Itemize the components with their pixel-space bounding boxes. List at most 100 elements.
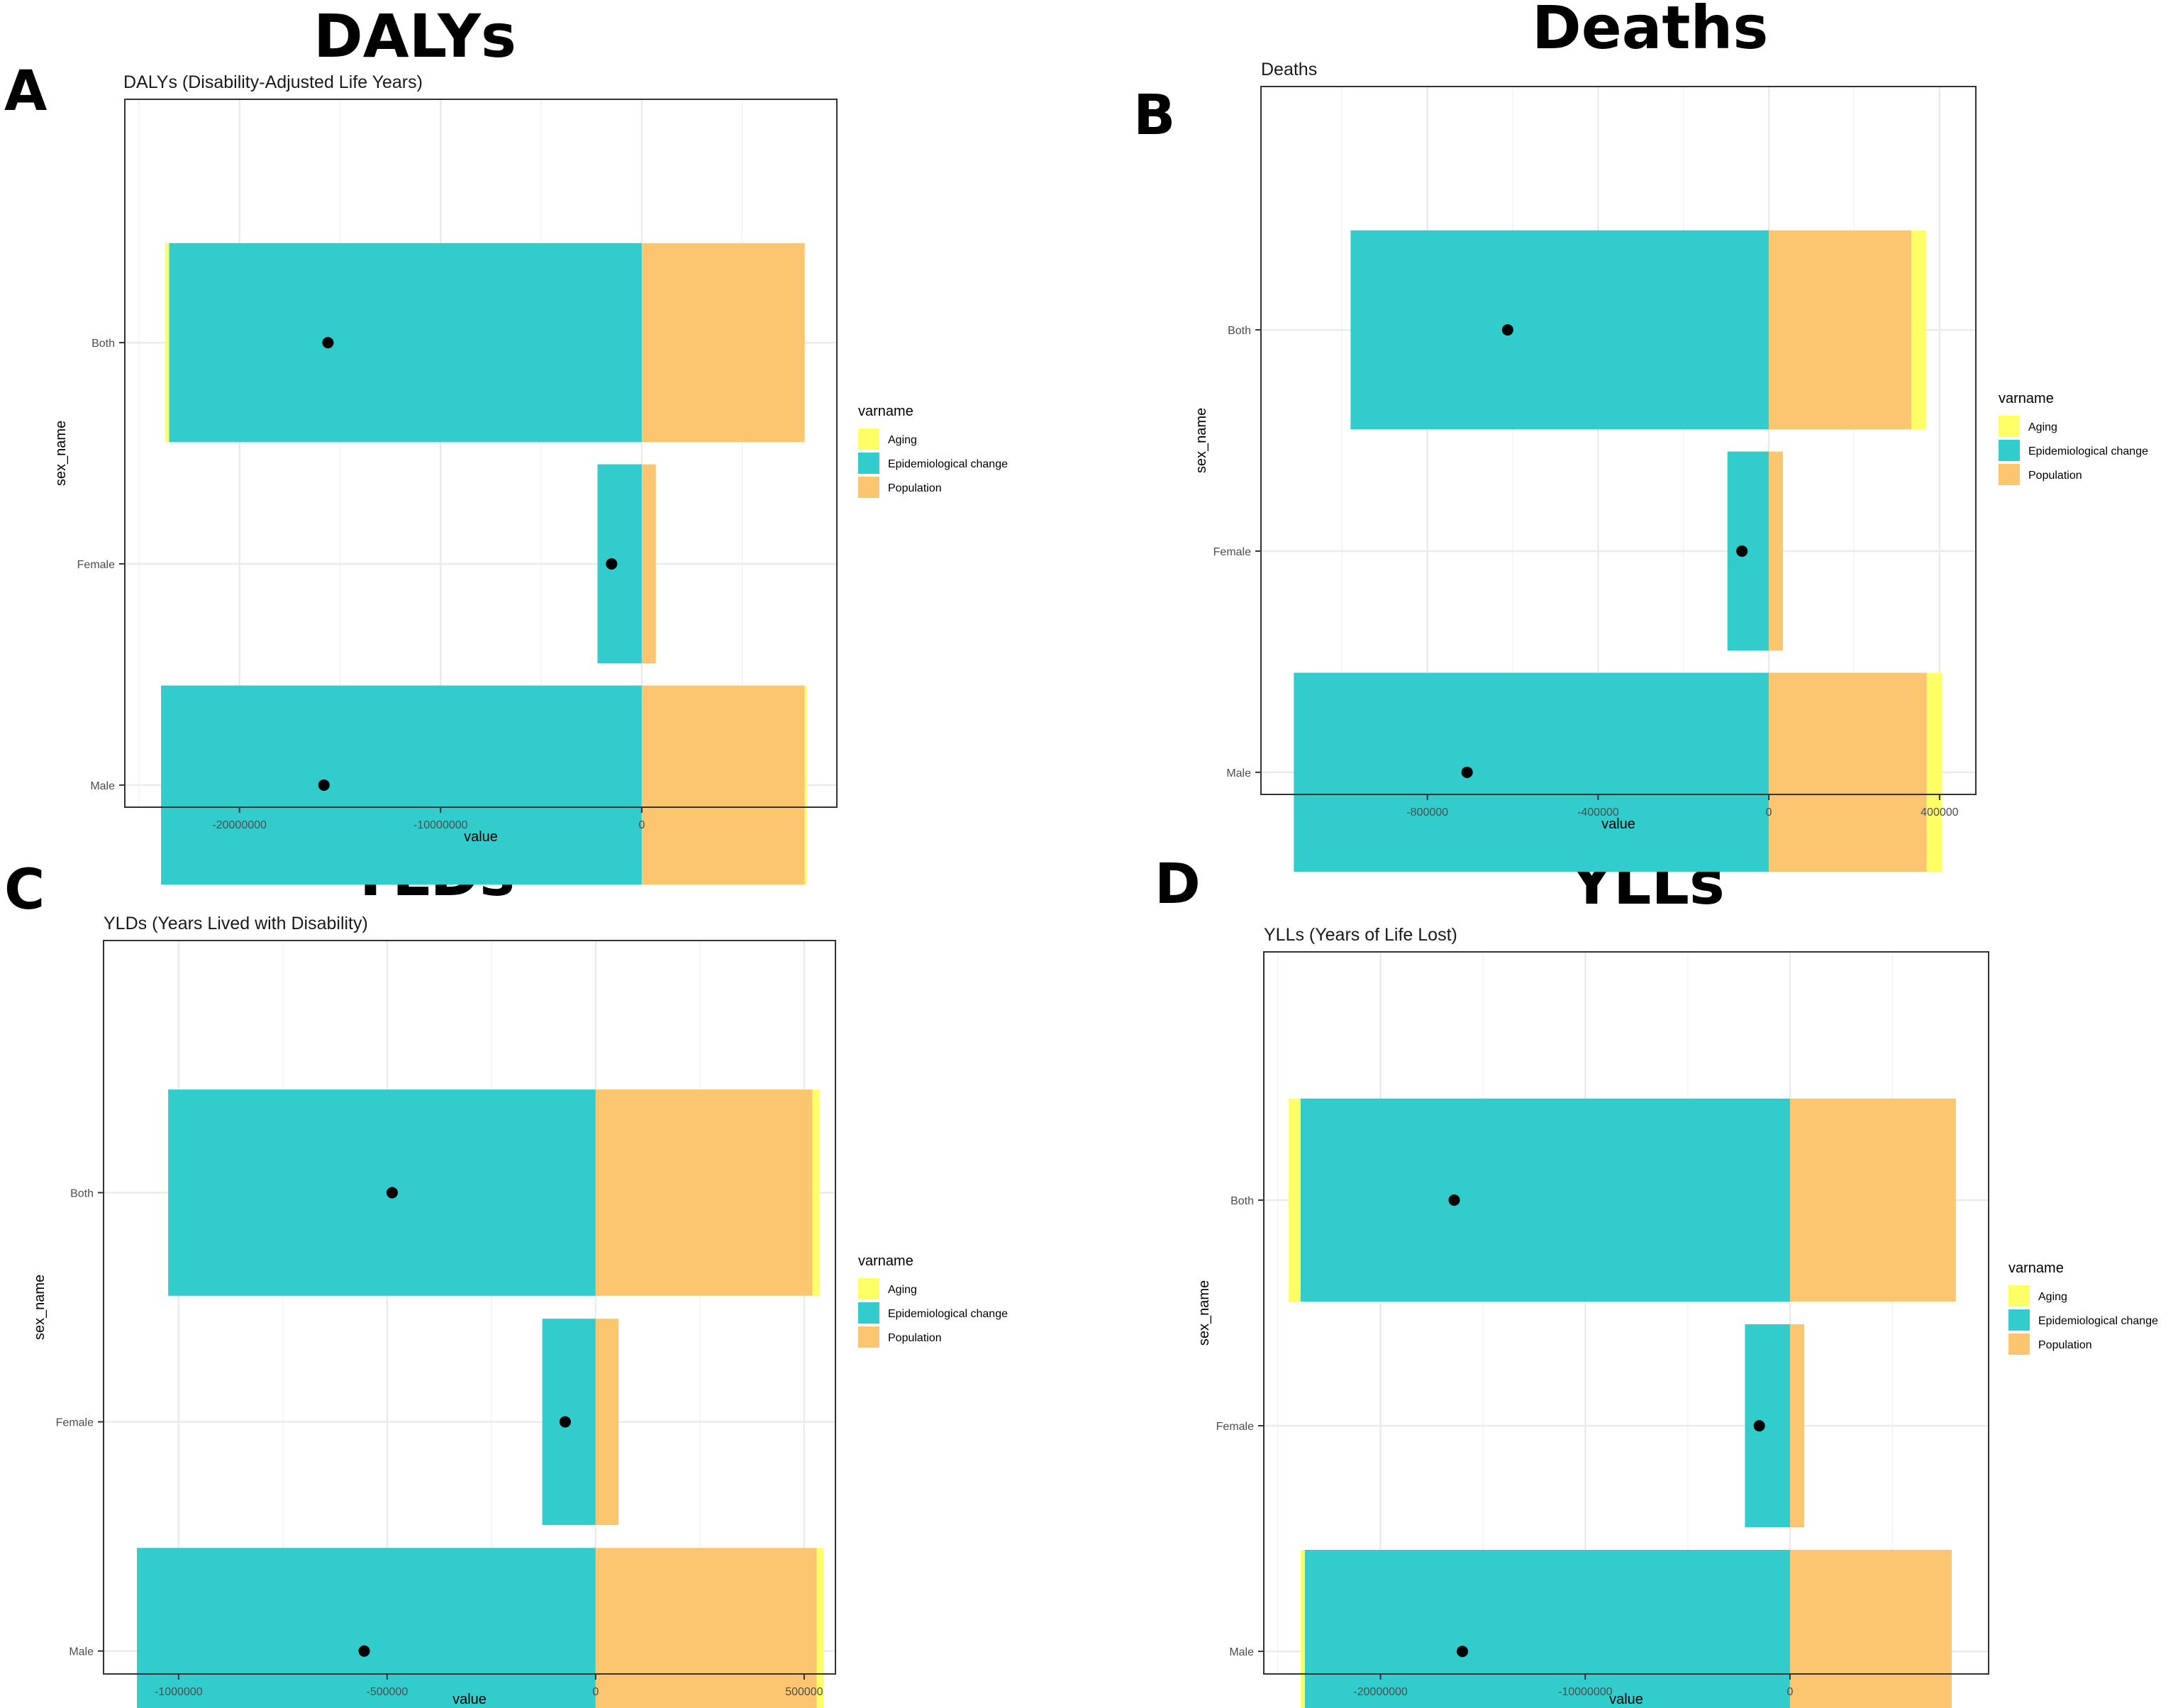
- x-tick-label: -400000: [1577, 806, 1619, 819]
- bar-population-female: [1769, 451, 1783, 651]
- net-point-both: [1448, 1194, 1460, 1206]
- x-tick-label: -800000: [1406, 806, 1448, 819]
- legend-title: varname: [1999, 391, 2054, 406]
- y-tick-label: Female: [1216, 1421, 1254, 1433]
- bar-epidemiological-change-female: [1745, 1324, 1790, 1528]
- legend-key: [858, 453, 879, 474]
- legend-label: Epidemiological change: [888, 458, 1008, 470]
- chart-panel-d: YLLs (Years of Life Lost) Both Female Male -…: [1196, 925, 2158, 1708]
- y-tick-label: Both: [1230, 1195, 1254, 1207]
- legend-label: Aging: [888, 1284, 917, 1296]
- bar-population-both: [1769, 230, 1912, 430]
- y-tick-label: Male: [1226, 767, 1251, 780]
- legend-label: Epidemiological change: [888, 1308, 1008, 1320]
- bar-aging-male: [816, 1548, 823, 1708]
- y-tick-label: Both: [1228, 325, 1251, 337]
- x-tick-label: -10000000: [413, 819, 468, 831]
- bar-population-female: [595, 1319, 619, 1525]
- bar-population-female: [1789, 1324, 1805, 1528]
- legend-label: Aging: [2038, 1291, 2067, 1303]
- bar-population-male: [641, 685, 805, 885]
- bar-aging-male: [1300, 1550, 1305, 1708]
- bar-epidemiological-change-female: [597, 464, 642, 664]
- legend-key: [1999, 464, 2020, 485]
- plot-title: YLLs (Years of Life Lost): [1264, 925, 1457, 945]
- legend-key: [858, 1278, 879, 1299]
- legend: varname Aging Epidemiological change Popula…: [858, 404, 1008, 498]
- y-tick-label: Female: [77, 559, 115, 571]
- bar-aging-both: [812, 1089, 820, 1296]
- x-tick-label: -1000000: [155, 1686, 203, 1698]
- x-tick-label: 0: [592, 1686, 599, 1698]
- legend-title: varname: [2008, 1260, 2064, 1276]
- legend: varname Aging Epidemiological change Popula…: [858, 1253, 1008, 1348]
- legend-key: [858, 1326, 879, 1348]
- y-axis-label: sex_name: [32, 1275, 48, 1340]
- panel-c-letter: C: [4, 858, 45, 922]
- bar-epidemiological-change-both: [168, 1089, 596, 1296]
- legend: varname Aging Epidemiological change Popula…: [2008, 1260, 2158, 1355]
- x-tick-label: -20000000: [1353, 1686, 1408, 1698]
- bar-epidemiological-change-both: [1300, 1098, 1790, 1302]
- panel-a-heading: DALYs: [313, 1, 517, 71]
- y-tick-label: Female: [1213, 546, 1251, 558]
- legend-title: varname: [858, 1253, 913, 1269]
- x-tick-label: 0: [1766, 806, 1772, 819]
- x-axis-label: value: [1609, 1692, 1643, 1707]
- bar-epidemiological-change-male: [1304, 1550, 1790, 1708]
- legend-key: [1999, 416, 2020, 437]
- x-tick-label: -20000000: [212, 819, 267, 831]
- panel-d-letter: D: [1155, 853, 1201, 916]
- legend-label: Aging: [2028, 421, 2057, 433]
- legend-key: [858, 428, 879, 450]
- legend-key: [2008, 1285, 2030, 1307]
- y-tick-label: Male: [90, 780, 115, 792]
- bar-epidemiological-change-both: [169, 243, 642, 443]
- x-tick-label: 500000: [785, 1686, 823, 1698]
- legend-key: [2008, 1333, 2030, 1355]
- plot-title: DALYs (Disability-Adjusted Life Years): [123, 72, 423, 92]
- panel-b-letter: B: [1133, 84, 1176, 148]
- x-tick-label: -500000: [367, 1686, 409, 1698]
- legend-label: Population: [2028, 470, 2082, 482]
- chart-panel-a: DALYs (Disability-Adjusted Life Years) Bo…: [53, 72, 1008, 885]
- bar-aging-male: [804, 685, 807, 885]
- legend: varname Aging Epidemiological change Popula…: [1999, 391, 2148, 485]
- net-point-male: [358, 1645, 370, 1657]
- plot-border: [1260, 86, 1977, 795]
- legend-key: [858, 477, 879, 498]
- x-axis-label: value: [452, 1692, 487, 1707]
- bar-population-male: [1789, 1550, 1952, 1708]
- legend-key: [858, 1302, 879, 1324]
- bar-epidemiological-change-male: [1294, 672, 1769, 872]
- bar-population-male: [1769, 672, 1927, 872]
- chart-panel-b: Deaths Both Female Male -800000 -400000 0 40000…: [1194, 60, 2148, 872]
- net-point-female: [1736, 545, 1748, 557]
- net-point-female: [559, 1416, 571, 1428]
- legend-label: Population: [2038, 1339, 2092, 1351]
- y-tick-label: Male: [69, 1646, 94, 1658]
- y-axis-label: sex_name: [1194, 408, 1209, 473]
- plot-border: [124, 99, 838, 808]
- legend-key: [1999, 440, 2020, 461]
- bar-population-both: [595, 1089, 813, 1296]
- net-point-both: [322, 337, 334, 349]
- y-tick-label: Both: [70, 1187, 94, 1199]
- x-axis-label: value: [1601, 816, 1635, 832]
- legend-title: varname: [858, 404, 913, 419]
- bar-epidemiological-change-male: [161, 685, 642, 885]
- bar-population-both: [641, 243, 805, 443]
- net-point-both: [1501, 324, 1513, 336]
- bar-epidemiological-change-both: [1350, 230, 1769, 430]
- legend-label: Epidemiological change: [2028, 445, 2148, 458]
- x-axis-label: value: [464, 829, 498, 845]
- x-tick-label: 0: [1787, 1686, 1794, 1698]
- chart-panel-c: YLDs (Years Lived with Disability) Both Fe…: [32, 914, 1008, 1708]
- legend-label: Population: [888, 1332, 942, 1344]
- y-tick-label: Female: [56, 1417, 94, 1429]
- bar-population-both: [1789, 1098, 1956, 1302]
- bar-aging-both: [165, 243, 169, 443]
- legend-label: Population: [888, 482, 942, 494]
- plot-border: [1263, 951, 1989, 1675]
